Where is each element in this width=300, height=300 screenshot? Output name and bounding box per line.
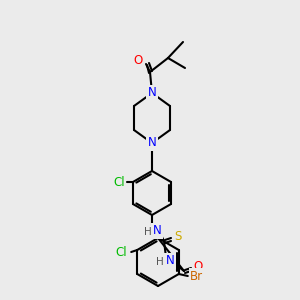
Text: Cl: Cl xyxy=(116,245,127,259)
Text: H: H xyxy=(156,257,164,267)
Text: O: O xyxy=(134,53,142,67)
Text: Cl: Cl xyxy=(113,176,125,188)
Text: N: N xyxy=(148,136,156,149)
Text: O: O xyxy=(194,260,202,274)
Text: H: H xyxy=(144,227,152,237)
Text: Br: Br xyxy=(190,269,203,283)
Text: N: N xyxy=(166,254,174,268)
Text: N: N xyxy=(148,86,156,100)
Text: N: N xyxy=(153,224,161,238)
Text: S: S xyxy=(174,230,182,244)
